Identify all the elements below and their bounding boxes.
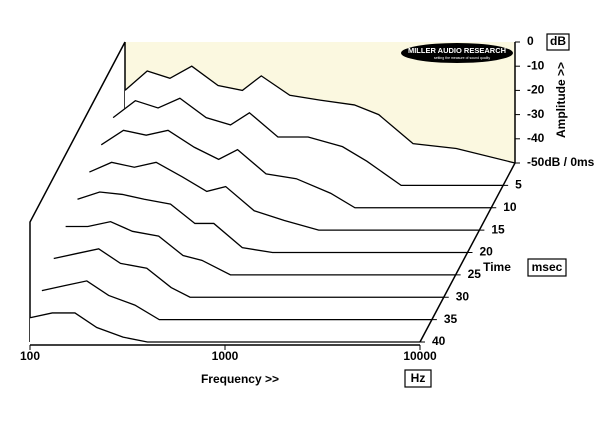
time-unit: msec (532, 260, 563, 274)
t-tick-label: 5 (515, 178, 522, 192)
z-tick-label: -10 (527, 58, 545, 72)
x-tick-label: 1000 (212, 349, 239, 363)
t-tick-label: 35 (444, 312, 458, 326)
slice-fill (89, 162, 480, 231)
amplitude-unit: dB (550, 34, 566, 48)
slice-fill (41, 280, 432, 320)
slice (77, 191, 468, 254)
slice-fill (65, 221, 456, 275)
logo-tagline: setting the measure of sound quality (434, 56, 490, 60)
slice (89, 161, 480, 231)
t-tick-label: 40 (432, 334, 446, 348)
slice (65, 220, 456, 276)
slice (112, 97, 504, 187)
slice (29, 312, 420, 343)
slice (41, 280, 432, 321)
t-tick-label: 25 (468, 267, 482, 281)
x-tick-label: 100 (20, 349, 40, 363)
slice-fill (77, 192, 468, 253)
amplitude-label: Amplitude >> (554, 62, 568, 138)
slice-fill (30, 312, 420, 342)
slice (53, 248, 444, 298)
unit-box (546, 33, 570, 51)
t-tick-label: 20 (480, 245, 494, 259)
unit-box (527, 258, 567, 277)
t-tick-label: 30 (456, 289, 470, 303)
t-tick-label: 10 (503, 200, 517, 214)
slices (29, 65, 516, 343)
x-label: Frequency >> (201, 372, 279, 386)
slice (100, 129, 492, 209)
z-tick-label: -40 (527, 131, 545, 145)
slice-fill (53, 248, 444, 298)
z-tick-label: -20 (527, 83, 545, 97)
time-label: Time (483, 260, 511, 274)
x-tick-label: 10000 (403, 349, 437, 363)
unit-box (404, 369, 432, 388)
logo-badge (401, 43, 513, 63)
z-tick-label: -30 (527, 107, 545, 121)
z-tick-label: 0 (527, 34, 534, 48)
x-unit: Hz (411, 371, 426, 385)
t-tick-label: 15 (491, 222, 505, 236)
z-tick-label: -50dB / 0ms (527, 155, 595, 169)
logo: MILLER AUDIO RESEARCH (408, 46, 506, 55)
slice (124, 65, 516, 164)
